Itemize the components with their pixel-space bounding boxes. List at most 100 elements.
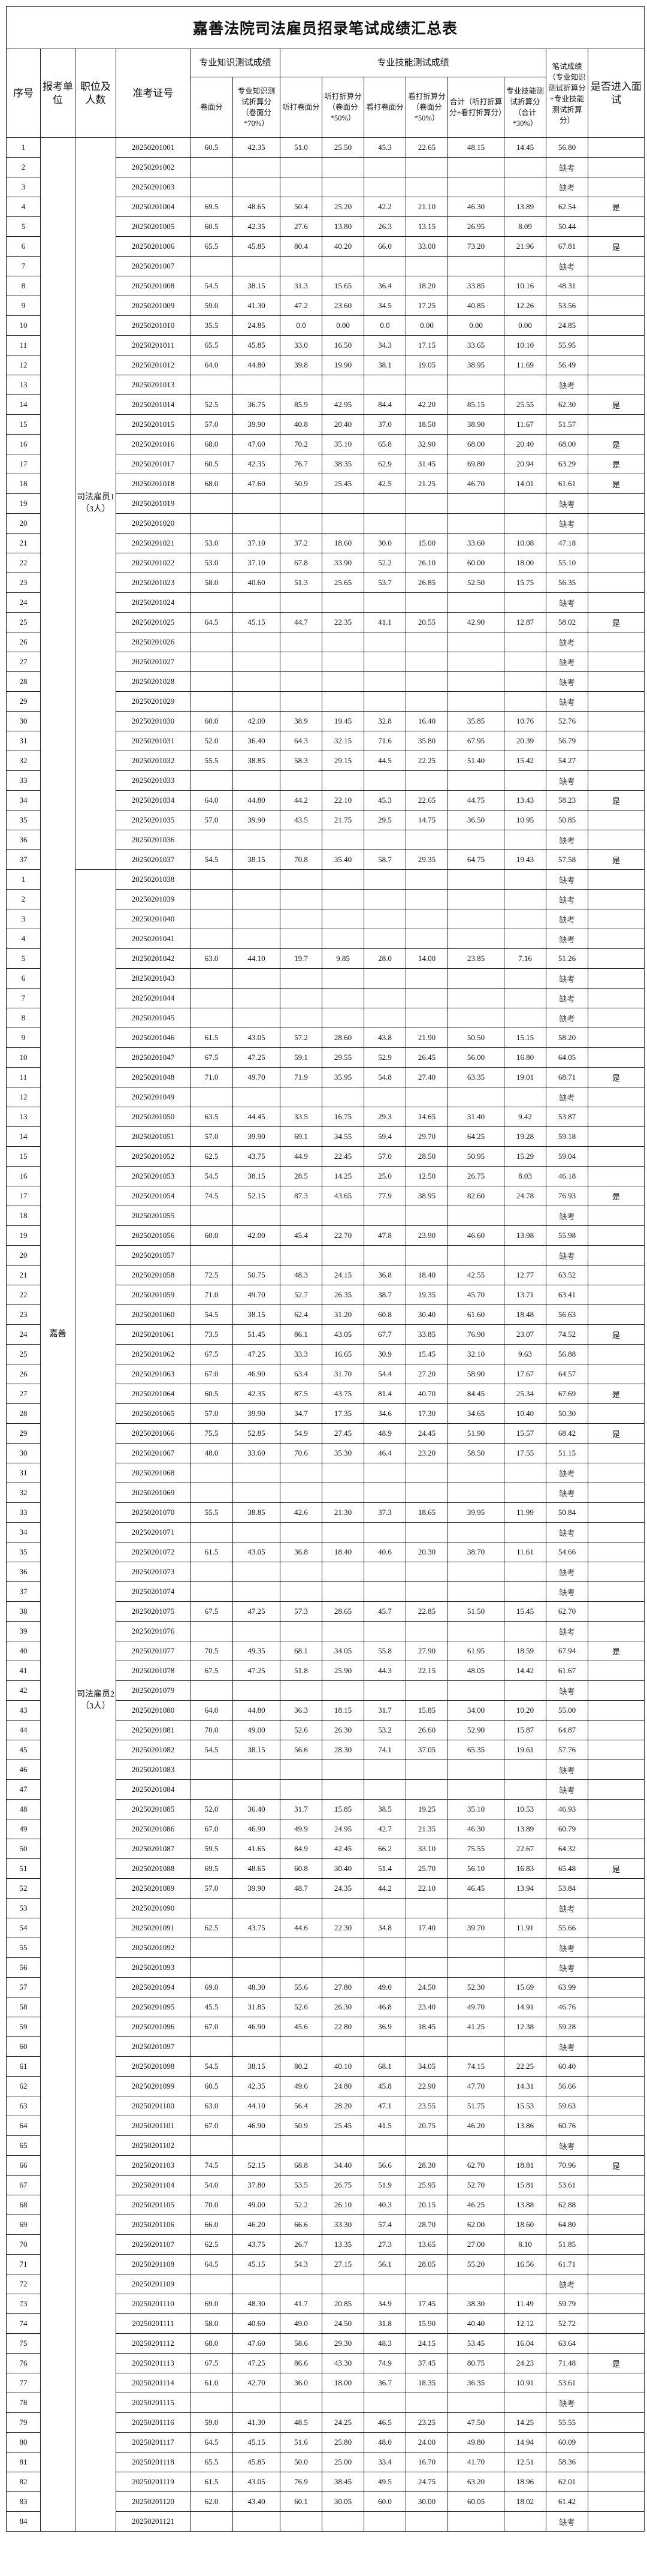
exam-id-cell: 20250201038 [116,869,191,890]
skill-conv-cell [504,1898,546,1918]
exam-id-cell: 20250201048 [116,1067,191,1087]
interview-cell [587,2096,645,2116]
written-total-cell: 53.61 [546,2175,588,2195]
knowledge-raw-cell: 52.5 [190,394,233,415]
knowledge-raw-cell [190,770,233,791]
listen-raw-cell: 40.8 [280,414,322,435]
skill-conv-cell: 15.29 [504,1146,546,1167]
written-total-cell: 62.70 [546,1601,588,1622]
skill-sum-cell [448,2135,504,2156]
written-total-cell: 63.41 [546,1285,588,1305]
seq-cell: 17 [6,1186,41,1206]
listen-raw-cell [280,988,322,1008]
exam-id-cell: 20250201075 [116,1601,191,1622]
knowledge-conv-cell: 47.25 [232,2353,280,2373]
listen-raw-cell: 48.3 [280,1265,322,1285]
listen-raw-cell [280,1522,322,1542]
knowledge-conv-cell: 45.15 [232,612,280,632]
view-raw-cell: 67.7 [364,1324,406,1345]
listen-raw-cell: 42.6 [280,1502,322,1523]
knowledge-conv-cell [232,157,280,177]
skill-sum-cell: 33.85 [448,276,504,296]
skill-conv-cell: 10.53 [504,1799,546,1819]
view-raw-cell: 26.3 [364,216,406,237]
view-conv-cell [406,2274,448,2294]
skill-conv-cell: 12.87 [504,612,546,632]
knowledge-raw-cell: 64.5 [190,612,233,632]
skill-conv-cell: 18.02 [504,2491,546,2512]
listen-conv-cell: 26.75 [322,2175,364,2195]
listen-conv-cell: 21.75 [322,810,364,830]
view-raw-cell: 29.3 [364,1107,406,1127]
skill-sum-cell: 69.80 [448,454,504,474]
skill-sum-cell: 51.50 [448,1601,504,1622]
knowledge-raw-cell: 71.0 [190,1067,233,1087]
knowledge-raw-cell: 54.5 [190,849,233,870]
skill-sum-cell: 35.10 [448,1799,504,1819]
view-raw-cell [364,929,406,949]
listen-conv-cell: 25.45 [322,474,364,494]
knowledge-conv-cell [232,1522,280,1542]
view-raw-cell: 74.9 [364,2353,406,2373]
view-raw-cell: 42.5 [364,474,406,494]
skill-sum-cell [448,830,504,850]
knowledge-raw-cell: 57.0 [190,1403,233,1424]
exam-id-cell: 20250201008 [116,276,191,296]
listen-raw-cell: 69.1 [280,1126,322,1147]
skill-conv-cell: 10.16 [504,276,546,296]
listen-conv-cell: 28.30 [322,1740,364,1760]
view-raw-cell: 40.6 [364,1542,406,1562]
view-raw-cell: 74.1 [364,1740,406,1760]
interview-cell [587,1443,645,1463]
knowledge-conv-cell [232,632,280,652]
knowledge-conv-cell [232,2511,280,2532]
knowledge-raw-cell [190,1463,233,1483]
listen-raw-cell: 84.9 [280,1839,322,1859]
skill-conv-cell: 11.99 [504,1502,546,1523]
interview-cell [587,375,645,395]
interview-cell: 是 [587,1641,645,1661]
skill-sum-cell [448,1206,504,1226]
view-conv-cell: 16.70 [406,2452,448,2472]
listen-raw-cell: 39.8 [280,355,322,375]
view-conv-cell: 33.85 [406,1324,448,1345]
knowledge-raw-cell [190,1206,233,1226]
interview-cell [587,573,645,593]
interview-cell [587,1126,645,1147]
written-total-cell: 57.58 [546,849,588,870]
seq-cell: 60 [6,2036,41,2057]
written-total-cell: 缺考 [546,929,588,949]
skill-sum-cell: 49.80 [448,2432,504,2453]
skill-sum-cell: 49.70 [448,1997,504,2017]
skill-conv-cell: 13.71 [504,1285,546,1305]
view-raw-cell: 47.8 [364,1225,406,1246]
written-total-cell: 50.85 [546,810,588,830]
knowledge-conv-cell: 38.85 [232,751,280,771]
interview-cell [587,414,645,435]
interview-cell [587,1621,645,1641]
listen-raw-cell: 53.5 [280,2175,322,2195]
skill-sum-cell [448,1938,504,1958]
table-row: 20 20250201057 缺考 [6,1245,645,1266]
knowledge-conv-cell: 47.60 [232,2333,280,2354]
listen-conv-cell: 31.70 [322,1364,364,1384]
listen-raw-cell: 37.2 [280,533,322,553]
knowledge-raw-cell: 72.5 [190,1265,233,1285]
exam-id-cell: 20250201016 [116,434,191,454]
written-total-cell: 52.76 [546,711,588,731]
knowledge-conv-cell [232,2135,280,2156]
knowledge-conv-cell: 40.60 [232,2313,280,2334]
knowledge-conv-cell: 48.30 [232,1977,280,1997]
listen-raw-cell: 33.5 [280,1107,322,1127]
view-conv-cell [406,1087,448,1107]
exam-id-cell: 20250201027 [116,652,191,672]
listen-raw-cell [280,157,322,177]
seq-cell: 32 [6,751,41,771]
knowledge-conv-cell [232,513,280,534]
exam-id-cell: 20250201116 [116,2412,191,2433]
skill-conv-cell: 15.87 [504,1720,546,1740]
listen-raw-cell [280,929,322,949]
written-total-cell: 70.96 [546,2155,588,2176]
knowledge-conv-cell: 47.25 [232,1344,280,1364]
view-raw-cell [364,770,406,791]
